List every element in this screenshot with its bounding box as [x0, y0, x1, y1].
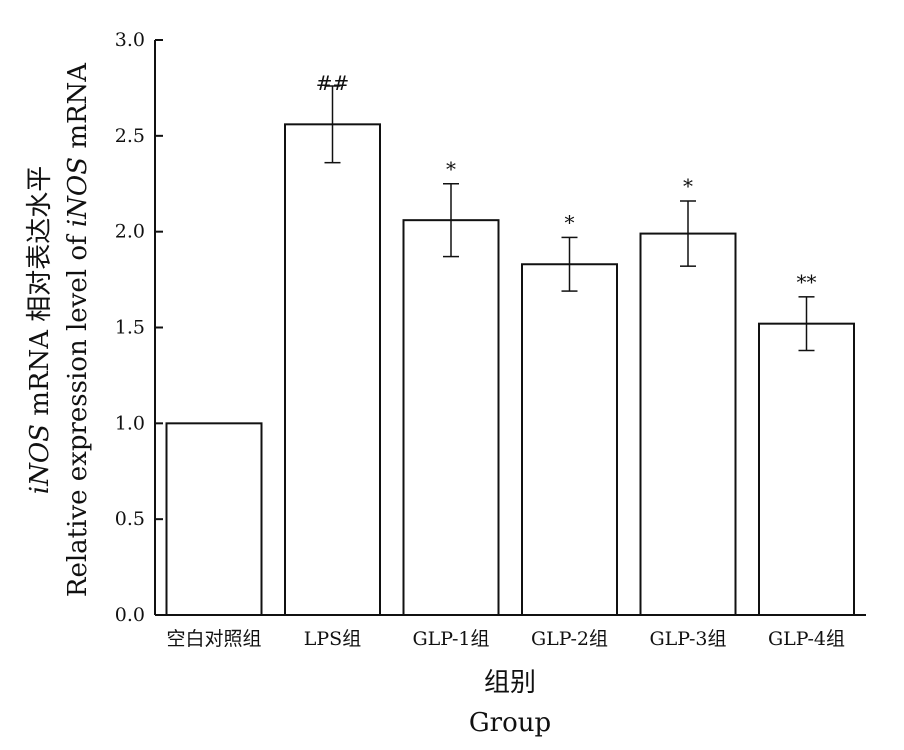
bar	[284, 123, 381, 616]
bars	[165, 123, 855, 617]
significance-label: ##	[316, 71, 350, 95]
x-category-label: LPS组	[304, 628, 361, 650]
x-category-label: GLP-4组	[768, 628, 845, 650]
x-category-label: 空白对照组	[166, 628, 261, 650]
y-axis-title-en-suffix: mRNA	[63, 62, 93, 157]
bar	[758, 322, 855, 616]
x-category-label: GLP-1组	[412, 628, 489, 650]
y-tick-label: 2.5	[115, 125, 145, 147]
y-axis-title-en-gene: iNOS	[63, 157, 93, 227]
y-axis-title-cn-rest: mRNA 相对表达水平	[25, 166, 55, 424]
significance-labels: ##*****	[316, 71, 817, 294]
bar	[402, 219, 500, 617]
y-axis-title-cn-gene: iNOS	[25, 424, 55, 494]
x-category-label: GLP-2组	[531, 628, 608, 650]
x-category-label: GLP-3组	[649, 628, 726, 650]
y-tick-label: 1.5	[115, 317, 145, 339]
x-categories: 空白对照组 LPS组 GLP-1组 GLP-2组 GLP-3组 GLP-4组	[166, 628, 845, 650]
y-axis-title-en: Relative expression level of iNOS mRNA	[63, 62, 93, 597]
x-axis-title-cn: 组别	[484, 668, 536, 698]
bar	[165, 422, 263, 617]
y-tick-label: 0.5	[115, 508, 145, 530]
x-axis-title-en: Group	[469, 708, 551, 738]
bar	[521, 263, 618, 616]
y-tick-label: 0.0	[115, 604, 145, 626]
y-axis-title-cn: iNOS mRNA 相对表达水平	[25, 166, 55, 495]
bar	[639, 232, 737, 616]
significance-label: *	[565, 210, 575, 234]
y-tick-label: 3.0	[115, 29, 145, 51]
significance-label: **	[797, 270, 817, 294]
error-bars	[324, 85, 815, 352]
significance-label: *	[446, 157, 456, 181]
y-axis-title-en-prefix: Relative expression level of	[63, 227, 93, 597]
y-tick-label: 1.0	[115, 412, 145, 434]
y-ticks: 0.0 0.5 1.0 1.5 2.0 2.5 3.0	[115, 29, 163, 626]
significance-label: *	[683, 174, 693, 198]
y-tick-label: 2.0	[115, 221, 145, 243]
